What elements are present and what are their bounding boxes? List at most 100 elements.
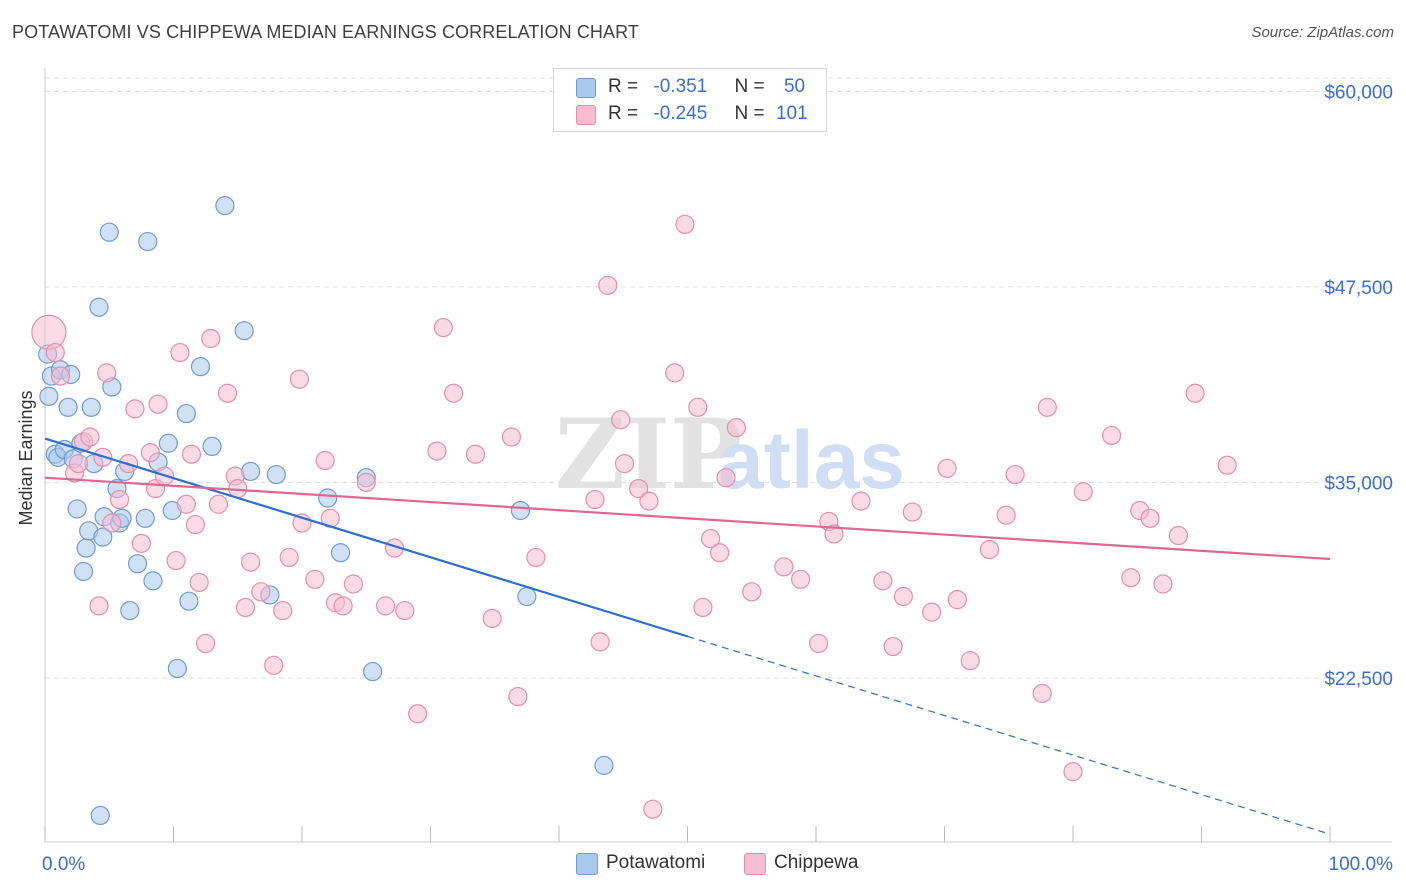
potawatomi-point bbox=[73, 561, 94, 582]
r-label: R = bbox=[608, 76, 639, 97]
chippewa-point bbox=[181, 444, 202, 464]
r-value-chippewa: -0.245 bbox=[653, 103, 708, 124]
chippewa-point bbox=[688, 397, 708, 417]
chippewa-point bbox=[851, 491, 871, 511]
chippewa-point bbox=[208, 494, 229, 514]
chippewa-point bbox=[264, 655, 284, 675]
chippewa-point bbox=[902, 502, 922, 522]
y-tick-label: $60,000 bbox=[1324, 82, 1393, 103]
chippewa-point bbox=[97, 363, 117, 383]
chippewa-swatch bbox=[576, 105, 596, 125]
potawatomi-point bbox=[99, 222, 119, 242]
x-tick-label-max: 100.0% bbox=[1329, 854, 1394, 875]
potawatomi-point bbox=[93, 527, 113, 547]
chippewa-point bbox=[235, 597, 256, 618]
x-tick-label-min: 0.0% bbox=[42, 854, 85, 875]
chippewa-point bbox=[947, 590, 967, 610]
potawatomi-point bbox=[190, 357, 211, 377]
r-value-potawatomi: -0.351 bbox=[653, 76, 708, 97]
chippewa-point bbox=[937, 458, 957, 478]
chippewa-point bbox=[241, 552, 261, 572]
chippewa-point bbox=[289, 369, 310, 389]
chippewa-point bbox=[1217, 455, 1237, 475]
chippewa-point bbox=[742, 582, 762, 602]
potawatomi-point bbox=[167, 658, 187, 679]
potawatomi-trend-line bbox=[44, 437, 688, 638]
potawatomi-point bbox=[318, 488, 338, 508]
chippewa-point bbox=[590, 632, 610, 652]
chippewa-point bbox=[170, 342, 190, 363]
chippewa-point bbox=[508, 686, 528, 707]
chippewa-point bbox=[50, 366, 71, 386]
potawatomi-point bbox=[89, 297, 109, 317]
source-credit: Source: ZipAtlas.com bbox=[1251, 24, 1394, 41]
chippewa-point bbox=[408, 704, 428, 724]
chippewa-point bbox=[716, 468, 736, 488]
potawatomi-point bbox=[202, 436, 222, 456]
chippewa-point bbox=[80, 427, 100, 447]
r-label: R = bbox=[608, 103, 639, 124]
potawatomi-swatch bbox=[576, 78, 596, 98]
potawatomi-point bbox=[90, 805, 110, 826]
chippewa-point bbox=[333, 596, 353, 616]
chippewa-point bbox=[356, 472, 376, 492]
chippewa-point bbox=[189, 572, 209, 593]
potawatomi-point bbox=[127, 554, 148, 574]
potawatomi-point bbox=[81, 397, 101, 417]
chippewa-point bbox=[109, 489, 130, 510]
potawatomi-point bbox=[517, 586, 537, 607]
chippewa-point bbox=[31, 314, 67, 350]
chippewa-point bbox=[166, 550, 186, 571]
chippewa-point bbox=[611, 410, 631, 430]
potawatomi-point bbox=[135, 508, 155, 528]
chippewa-trend-line bbox=[44, 476, 1331, 561]
series-chippewa bbox=[31, 214, 1237, 819]
potawatomi-legend-label: Potawatomi bbox=[606, 852, 706, 873]
chippewa-point bbox=[185, 514, 205, 535]
legend-text-chippewa: R = -0.245 N = 101 bbox=[608, 103, 808, 125]
chippewa-point bbox=[125, 399, 145, 419]
chippewa-legend-label: Chippewa bbox=[774, 852, 859, 873]
points-layer bbox=[31, 196, 1237, 826]
potawatomi-point bbox=[120, 600, 140, 621]
potawatomi-point bbox=[510, 500, 531, 521]
chippewa-point bbox=[643, 799, 663, 819]
chippewa-legend-swatch bbox=[744, 853, 766, 875]
potawatomi-point bbox=[176, 403, 196, 424]
potawatomi-point bbox=[158, 433, 178, 453]
chippewa-point bbox=[893, 586, 913, 607]
potawatomi-point bbox=[266, 464, 286, 485]
potawatomi-point bbox=[39, 386, 59, 406]
chippewa-point bbox=[201, 328, 221, 349]
y-tick-label: $35,000 bbox=[1324, 473, 1393, 494]
chippewa-point bbox=[614, 454, 635, 474]
chippewa-point bbox=[824, 524, 844, 544]
potawatomi-trend-extension bbox=[687, 635, 1331, 835]
chippewa-point bbox=[1032, 683, 1052, 704]
n-value-potawatomi: 50 bbox=[783, 76, 806, 97]
chippewa-point bbox=[598, 275, 618, 295]
grid-layer bbox=[45, 77, 1392, 679]
chippewa-point bbox=[1168, 525, 1188, 546]
chippewa-point bbox=[873, 571, 893, 591]
n-label: N = bbox=[734, 76, 765, 97]
potawatomi-point bbox=[594, 755, 614, 775]
chippewa-point bbox=[279, 547, 299, 568]
potawatomi-point bbox=[330, 543, 351, 563]
chippewa-point bbox=[433, 317, 453, 338]
chippewa-point bbox=[996, 505, 1016, 525]
trend-layer bbox=[44, 437, 1331, 835]
chippewa-point bbox=[305, 569, 325, 589]
series-potawatomi bbox=[37, 196, 614, 826]
chart-title: POTAWATOMI VS CHIPPEWA MEDIAN EARNINGS C… bbox=[12, 22, 640, 42]
chippewa-point bbox=[960, 651, 980, 671]
chippewa-point bbox=[1185, 383, 1205, 403]
y-tick-label: $22,500 bbox=[1324, 669, 1393, 690]
stats-legend: R = -0.351 N = 50 R = -0.245 N = 101 bbox=[553, 68, 827, 132]
chippewa-point bbox=[1005, 464, 1025, 485]
chippewa-point bbox=[1063, 762, 1083, 782]
chippewa-point bbox=[922, 602, 942, 622]
chippewa-point bbox=[665, 363, 685, 383]
chippewa-point bbox=[251, 582, 271, 602]
